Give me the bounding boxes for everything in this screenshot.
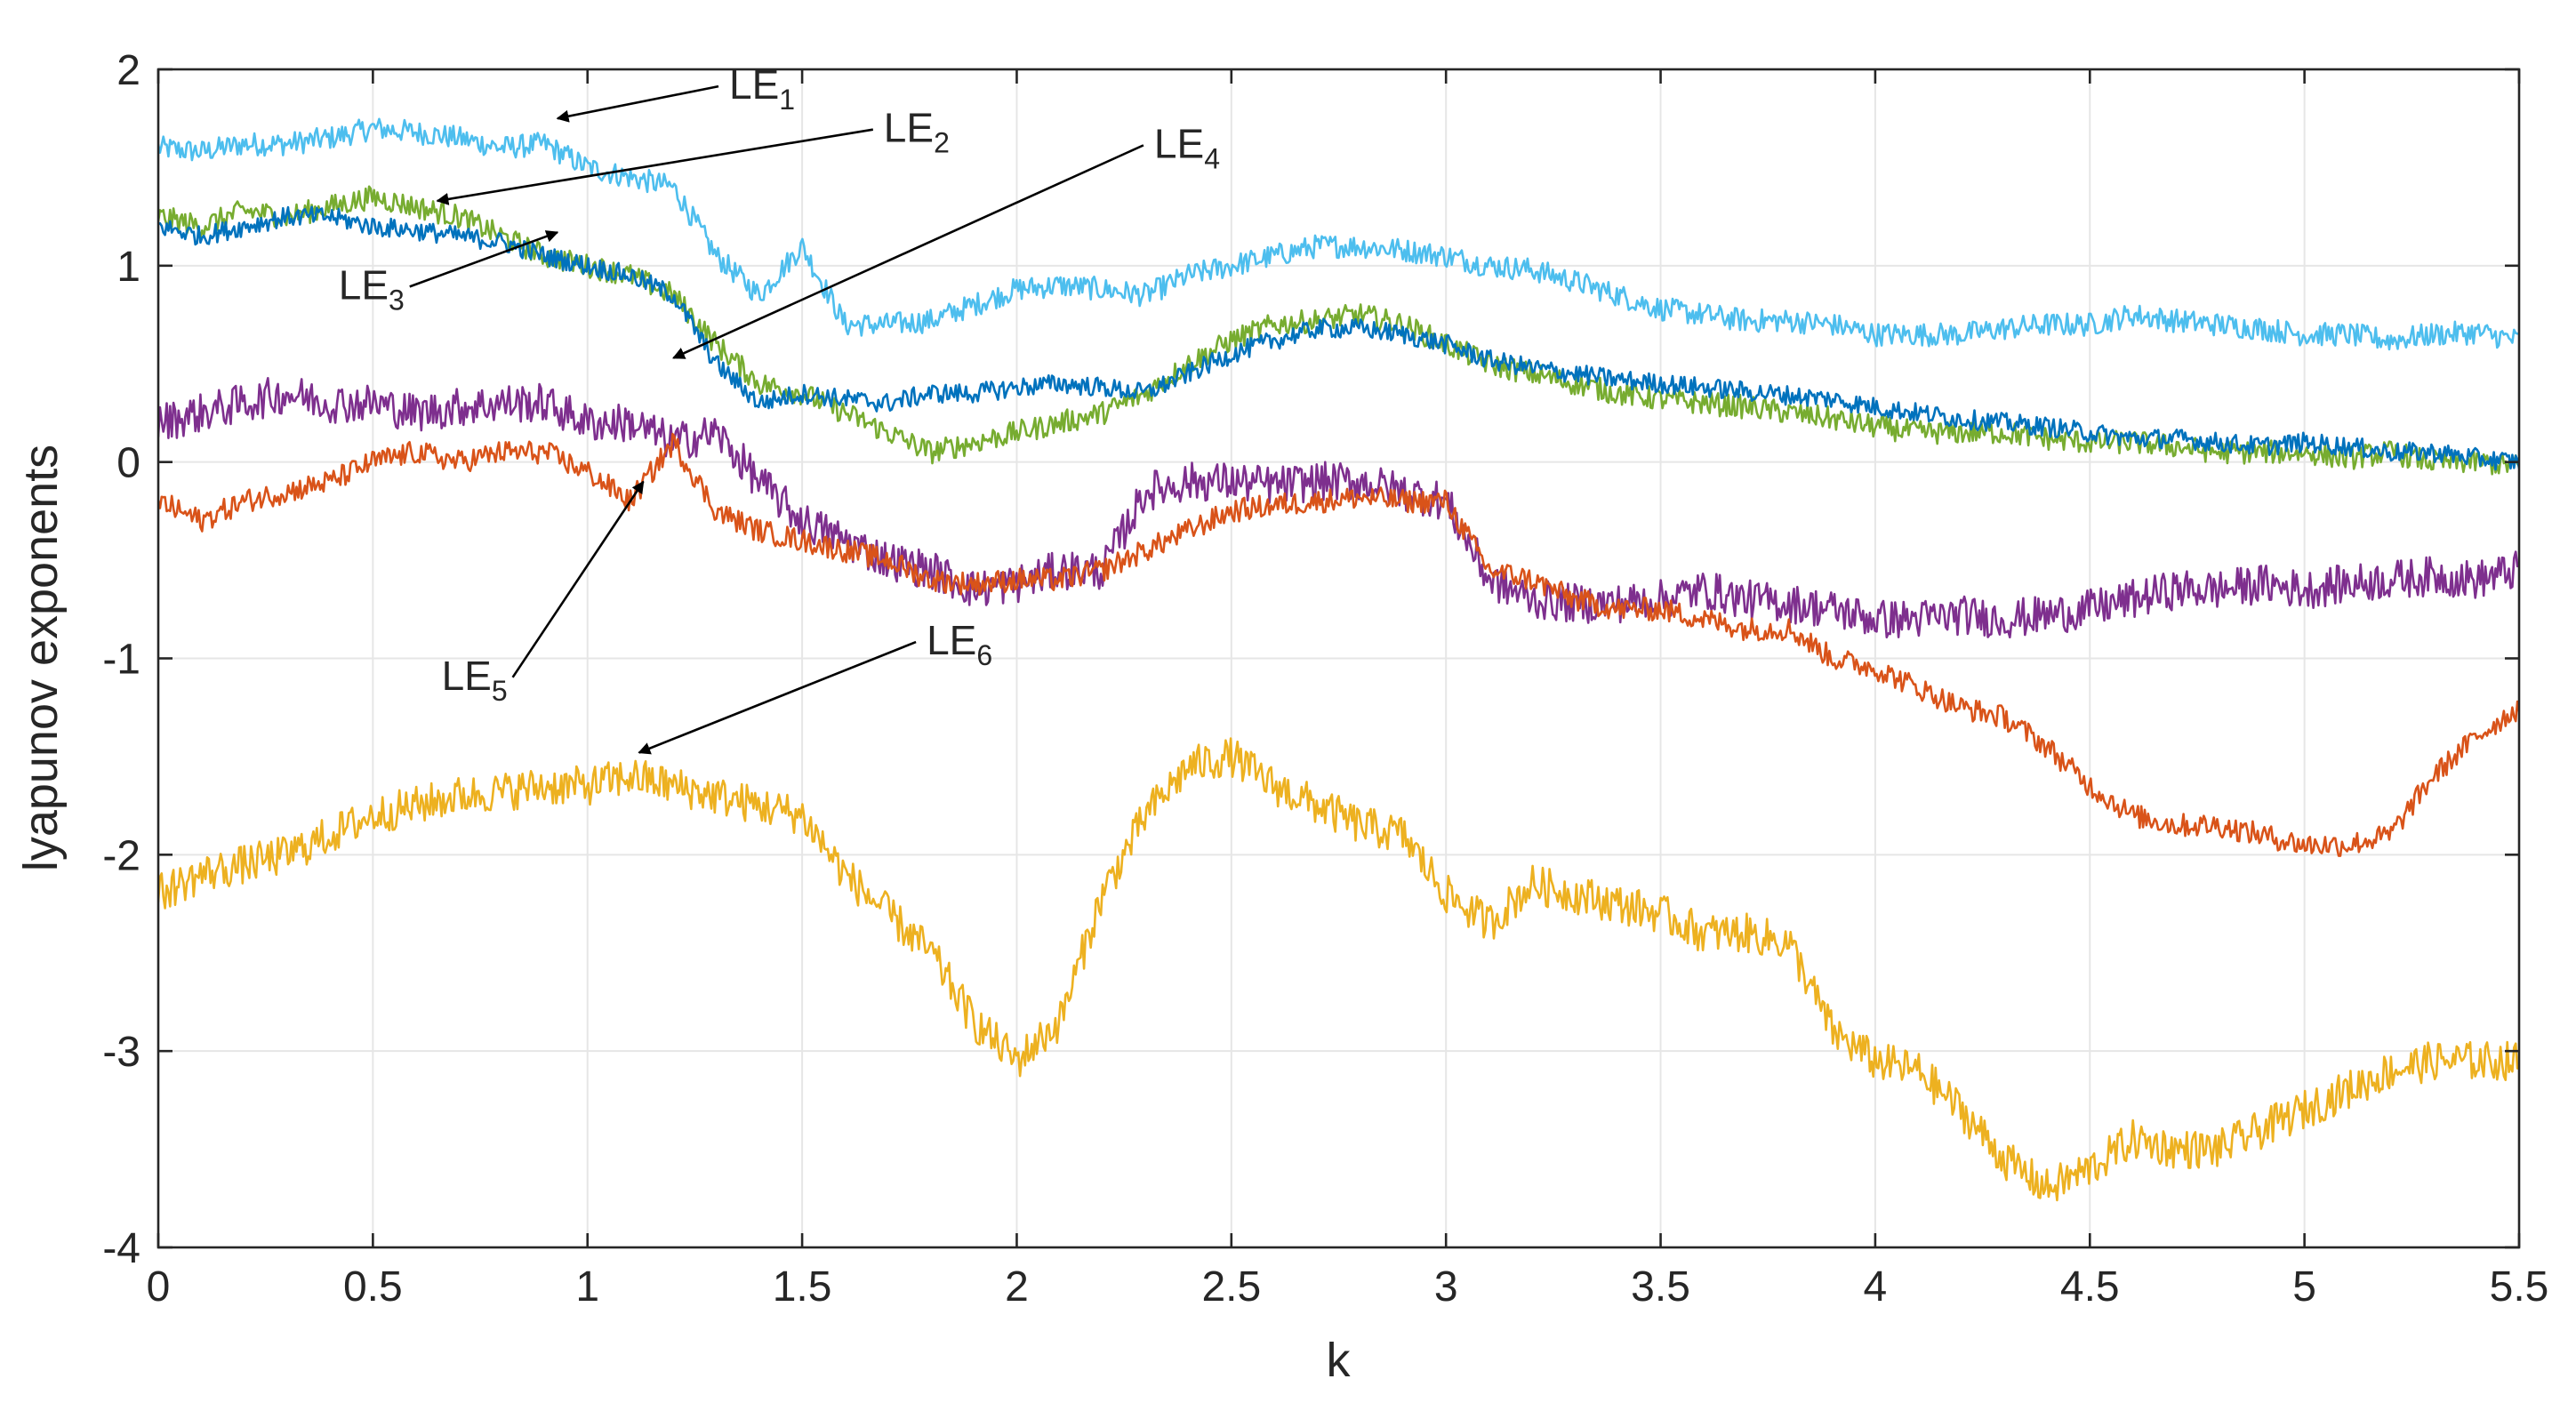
annotation-arrow-le6 xyxy=(638,640,917,755)
annotation-arrow-le4 xyxy=(671,144,1144,359)
x-tick-label: 4 xyxy=(1864,1263,1888,1311)
y-tick-label: 1 xyxy=(116,244,140,291)
annotation-subscript: 3 xyxy=(389,284,405,316)
x-tick-label: 0.5 xyxy=(343,1263,403,1311)
x-tick-label: 2.5 xyxy=(1201,1263,1261,1311)
series-line-le6 xyxy=(158,737,2519,1202)
x-tick-label: 4.5 xyxy=(2060,1263,2120,1311)
y-tick-label: -4 xyxy=(102,1225,140,1272)
annotation-arrow-le2 xyxy=(436,128,874,205)
series-line-le5 xyxy=(158,432,2519,857)
annotation-arrow-le1 xyxy=(556,84,719,123)
x-tick-label: 5 xyxy=(2292,1263,2316,1311)
y-tick-label: -2 xyxy=(102,832,140,879)
series-group xyxy=(158,117,2519,1202)
annotation-arrow-le5 xyxy=(511,480,645,678)
y-tick-label: 0 xyxy=(116,440,140,487)
annotation-subscript: 6 xyxy=(976,639,992,671)
series-line-le3 xyxy=(158,205,2519,471)
series-line-le4 xyxy=(158,377,2519,639)
x-tick-label: 1.5 xyxy=(773,1263,832,1311)
x-tick-label: 1 xyxy=(575,1263,599,1311)
annotation-subscript: 5 xyxy=(492,675,508,707)
x-tick-label: 5.5 xyxy=(2490,1263,2549,1311)
annotation-label-le6: LE6 xyxy=(927,617,992,671)
series-line-le1 xyxy=(158,117,2519,351)
y-tick-label: 2 xyxy=(116,47,140,94)
annotation-subscript: 1 xyxy=(779,84,795,116)
x-tick-label: 0 xyxy=(147,1263,171,1311)
x-tick-label: 3 xyxy=(1434,1263,1458,1311)
x-tick-label: 2 xyxy=(1005,1263,1029,1311)
annotation-subscript: 4 xyxy=(1204,142,1220,174)
y-axis-title: lyapunov exponents xyxy=(14,445,68,871)
annotation-arrow-le3 xyxy=(409,230,559,288)
x-axis-title: k xyxy=(1327,1334,1352,1387)
annotation-subscript: 2 xyxy=(934,127,950,159)
y-tick-label: -1 xyxy=(102,637,140,684)
y-tick-label: -3 xyxy=(102,1029,140,1076)
axis-ticks: 0 0.5 1 1.5 2 2.5 3 3.5 4 4.5 5 5.5 -4 -3 -2 -1 0 1 2 xyxy=(102,47,2548,1311)
x-tick-label: 3.5 xyxy=(1631,1263,1690,1311)
